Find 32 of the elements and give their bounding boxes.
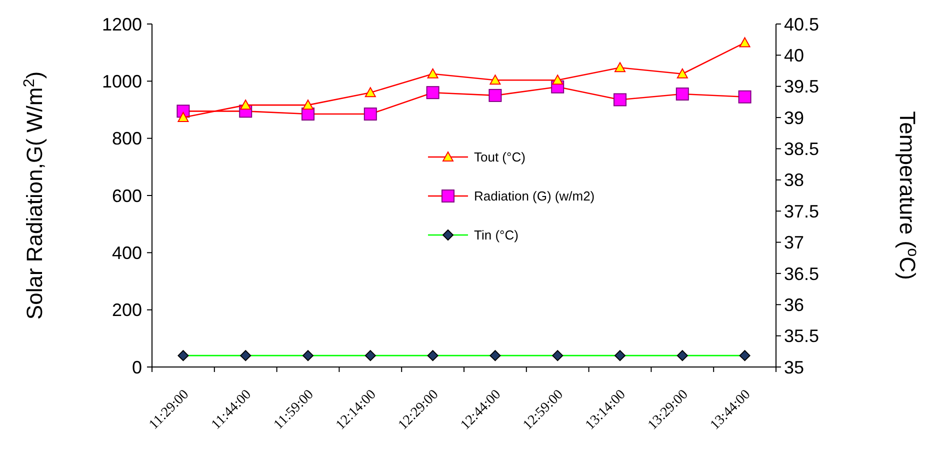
y-tick-label: 0 bbox=[132, 357, 142, 378]
y2-tick-label: 37 bbox=[784, 232, 804, 253]
point bbox=[427, 68, 438, 78]
y-tick-label: 600 bbox=[112, 186, 142, 206]
y2-tick-label: 40.5 bbox=[784, 14, 820, 34]
y-tick-label: 200 bbox=[112, 300, 142, 320]
legend-label: Tout (°C) bbox=[474, 150, 526, 165]
point bbox=[739, 37, 750, 48]
y2-tick-label: 35 bbox=[784, 357, 804, 378]
y2-tick-label: 38.5 bbox=[784, 139, 820, 160]
y2-tick-label: 35.5 bbox=[784, 326, 820, 346]
point bbox=[552, 74, 564, 85]
legend-label: Radiation (G) (w/m2) bbox=[474, 188, 595, 204]
y2-tick-label: 37.5 bbox=[784, 201, 820, 222]
point bbox=[302, 100, 314, 110]
legend-label: Tin (°C) bbox=[474, 228, 518, 243]
y2-tick-label: 36 bbox=[784, 294, 804, 315]
y2-tick-label: 38 bbox=[784, 170, 804, 190]
y2-tick-label: 40 bbox=[784, 45, 804, 66]
point bbox=[676, 68, 688, 78]
y-tick-label: 1000 bbox=[102, 71, 142, 92]
y2-tick-label: 39 bbox=[784, 108, 804, 128]
point bbox=[490, 74, 501, 85]
point bbox=[240, 100, 252, 110]
point bbox=[178, 112, 189, 122]
y-tick-label: 1200 bbox=[102, 14, 142, 34]
y-tick-label: 400 bbox=[112, 242, 142, 263]
y2-tick-label: 39.5 bbox=[784, 76, 820, 97]
point bbox=[614, 62, 626, 72]
y-tick-label: 800 bbox=[112, 128, 142, 149]
y2-tick-label: 36.5 bbox=[784, 264, 820, 284]
point bbox=[364, 87, 376, 98]
